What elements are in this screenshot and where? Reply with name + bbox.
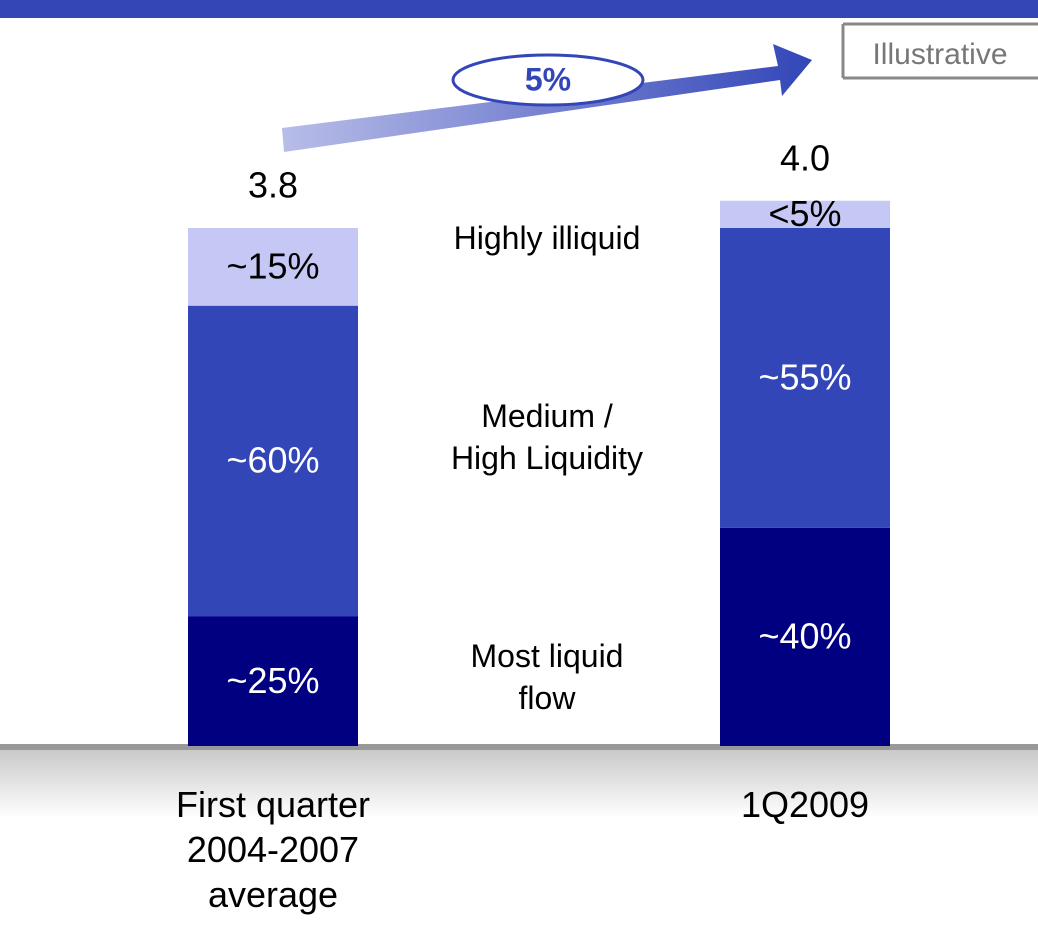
bar-segment — [188, 228, 358, 306]
bar-segment — [188, 305, 358, 617]
series-label: Most liquid flow — [470, 638, 624, 716]
segment-label: ~15% — [226, 245, 319, 286]
bar-segment — [188, 616, 358, 746]
total-label: 4.0 — [780, 137, 830, 178]
segment-label: ~40% — [758, 615, 851, 656]
total-label: 3.8 — [248, 165, 298, 206]
segment-label: <5% — [768, 193, 841, 234]
illustrative-note: Illustrative — [872, 38, 1007, 71]
segment-label: ~25% — [226, 660, 319, 701]
growth-bubble — [451, 53, 645, 107]
category-label: First quarter 2004-2007 average — [175, 784, 371, 915]
segment-label: ~60% — [226, 440, 319, 481]
baseline — [0, 744, 1038, 750]
bar-segment — [720, 527, 890, 746]
growth-label: 5% — [525, 61, 571, 97]
series-label: Medium / High Liquidity — [450, 398, 644, 476]
segment-label: ~55% — [758, 356, 851, 397]
header-bar — [0, 0, 1038, 18]
bar-segment — [720, 228, 890, 528]
category-label: 1Q2009 — [740, 784, 870, 825]
floor — [0, 748, 1038, 818]
bar-segment — [720, 200, 890, 228]
series-label: Highly illiquid — [453, 220, 641, 256]
